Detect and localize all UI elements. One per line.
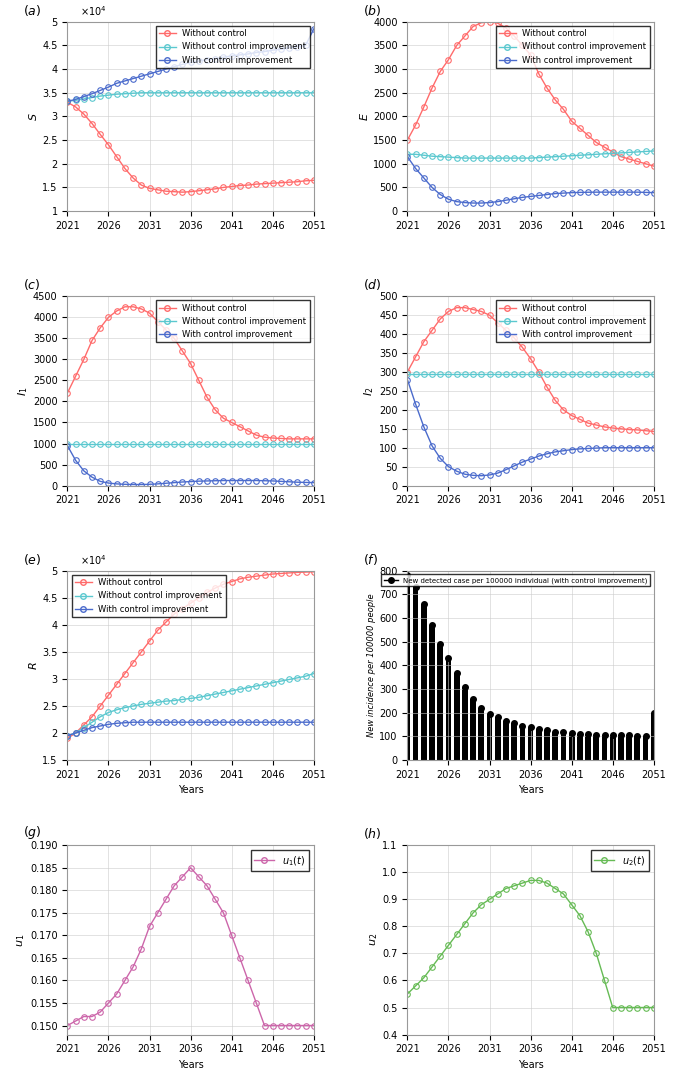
Bar [626,735,632,760]
Bar [553,732,558,760]
Text: $(c)$: $(c)$ [23,278,40,293]
Legend: $u_1(t)$: $u_1(t)$ [251,851,309,871]
Bar [487,714,493,760]
Legend: Without control, Without control improvement, With control improvement: Without control, Without control improve… [495,301,650,342]
X-axis label: Years: Years [518,785,543,795]
Y-axis label: $E$: $E$ [358,112,370,121]
Text: $(g)$: $(g)$ [23,824,42,842]
Y-axis label: $S$: $S$ [28,112,39,121]
X-axis label: Years: Years [178,785,204,795]
Y-axis label: New incidence per 100000 people: New incidence per 100000 people [367,594,376,737]
Bar [520,725,525,760]
Legend: $u_2(t)$: $u_2(t)$ [590,851,649,871]
Bar [437,644,443,760]
Bar [503,721,509,760]
Y-axis label: $u_1$: $u_1$ [16,933,27,946]
Bar [544,731,550,760]
Bar [479,708,484,760]
Bar [404,575,410,760]
Text: $(h)$: $(h)$ [363,827,381,842]
Bar [593,734,599,760]
Bar [429,625,435,760]
Legend: Without control, Without control improvement, With control improvement: Without control, Without control improve… [156,301,309,342]
Bar [618,735,624,760]
Legend: Without control, Without control improvement, With control improvement: Without control, Without control improve… [156,26,309,68]
Text: $\times 10^4$: $\times 10^4$ [80,4,106,19]
Bar [536,730,542,760]
Legend: Without control, Without control improvement, With control improvement: Without control, Without control improve… [495,26,650,68]
Bar [512,723,517,760]
Y-axis label: $I_1$: $I_1$ [16,387,30,395]
Y-axis label: $R$: $R$ [28,661,39,670]
Text: $\times 10^4$: $\times 10^4$ [80,553,106,567]
Bar [643,736,648,760]
Bar [421,604,427,760]
Bar [577,734,583,760]
Bar [470,698,476,760]
Text: $(e)$: $(e)$ [23,552,41,567]
Text: $(a)$: $(a)$ [23,3,41,19]
Bar [602,735,607,760]
Bar [446,659,452,760]
Text: $(f)$: $(f)$ [363,552,378,567]
Text: $(d)$: $(d)$ [363,278,381,293]
Bar [462,687,468,760]
Legend: Without control, Without control improvement, With control improvement: Without control, Without control improve… [71,575,226,617]
Bar [561,732,566,760]
Legend: New detected case per 100000 individual (with control improvement): New detected case per 100000 individual … [381,574,650,586]
Bar [585,734,591,760]
Bar [412,587,419,760]
Bar [454,673,460,760]
Y-axis label: $u_2$: $u_2$ [368,933,379,946]
X-axis label: Years: Years [178,1060,204,1069]
Text: $(b)$: $(b)$ [363,3,381,19]
Bar [528,727,533,760]
Bar [610,735,615,760]
Bar [634,736,640,760]
Bar [569,733,574,760]
Y-axis label: $I_2$: $I_2$ [363,387,376,395]
X-axis label: Years: Years [518,1060,543,1069]
Bar [495,718,501,760]
Bar [651,712,656,760]
